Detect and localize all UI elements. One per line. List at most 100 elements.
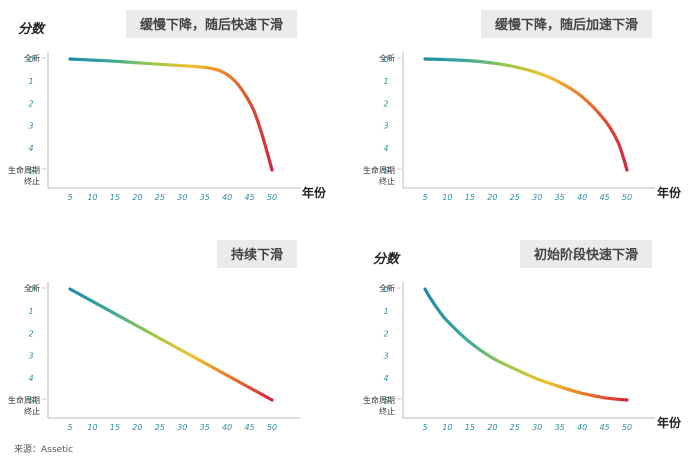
x-tick-label: 15 [110,193,120,202]
y-tick-label: 0 [383,55,388,64]
x-tick-label: 35 [200,193,210,202]
chart-title: 初始阶段快速下滑 [534,247,638,263]
y-tick-label: 3 [383,122,388,131]
y-axis-label: 分数 [373,251,401,267]
x-tick-label: 20 [487,193,497,202]
y-top-label: 全新 [24,283,40,293]
chart-title: 持续下滑 [231,247,283,263]
y-tick-label: 2 [383,99,388,108]
x-tick-label: 30 [532,193,542,202]
x-tick-label: 35 [555,423,565,432]
x-tick-label: 20 [487,423,497,432]
y-bottom-label-line2: 终止 [379,406,395,416]
x-tick-label: 5 [67,193,72,202]
y-tick-label: 1 [383,307,388,316]
x-tick-label: 20 [132,423,142,432]
y-tick-label: 4 [383,374,388,383]
x-tick-label: 50 [267,423,277,432]
x-tick-label: 45 [244,193,254,202]
y-tick-label: 1 [28,307,33,316]
x-tick-label: 50 [622,193,632,202]
x-tick-label: 5 [67,423,72,432]
x-tick-label: 10 [442,193,452,202]
chart-title: 缓慢下降，随后快速下滑 [140,17,283,33]
x-tick-label: 15 [110,423,120,432]
chart-title-box [126,10,297,38]
x-tick-label: 35 [555,193,565,202]
y-bottom-label: 生命周期 [363,165,395,175]
y-tick-label: 1 [28,77,33,86]
x-tick-label: 25 [510,193,520,202]
y-tick-label: 2 [383,329,388,338]
x-tick-label: 10 [442,423,452,432]
x-tick-label: 10 [87,193,97,202]
y-tick-label: 3 [28,122,33,131]
x-tick-label: 50 [267,193,277,202]
y-tick-label: 1 [383,77,388,86]
x-tick-label: 10 [87,423,97,432]
x-tick-label: 20 [132,193,142,202]
chart-title-box [481,10,652,38]
chart-title-box [217,240,297,268]
chart-title: 缓慢下降，随后加速下滑 [495,17,638,33]
series-line [423,287,629,402]
y-tick-label: 2 [28,99,33,108]
x-tick-label: 35 [200,423,210,432]
y-bottom-label-line2: 终止 [24,176,40,186]
x-tick-label: 30 [532,423,542,432]
chart-title-box [520,240,652,268]
y-tick-label: 4 [28,374,33,383]
x-tick-label: 40 [577,193,587,202]
x-axis-label: 年份 [657,185,682,200]
series-line [423,57,629,172]
y-tick-label: 0 [28,285,33,294]
y-tick-label: 4 [28,144,33,153]
x-tick-label: 45 [244,423,254,432]
y-tick-label: 5 [383,396,388,405]
y-top-label: 全新 [379,53,395,63]
x-axis-label: 年份 [657,415,682,430]
y-axis-label: 分数 [18,21,46,37]
x-tick-label: 50 [622,423,632,432]
x-tick-label: 5 [422,193,427,202]
x-tick-label: 15 [465,423,475,432]
y-bottom-label: 生命周期 [8,165,40,175]
y-tick-label: 0 [28,55,33,64]
x-tick-label: 15 [465,193,475,202]
series-line [68,57,274,172]
y-tick-label: 4 [383,144,388,153]
y-top-label: 全新 [24,53,40,63]
y-tick-label: 2 [28,329,33,338]
x-tick-label: 30 [177,193,187,202]
series-line [68,287,274,402]
x-tick-label: 25 [510,423,520,432]
y-bottom-label-line2: 终止 [24,406,40,416]
y-tick-label: 3 [383,352,388,361]
x-axis-label: 年份 [302,185,327,200]
x-tick-label: 40 [222,423,232,432]
y-bottom-label: 生命周期 [8,395,40,405]
x-tick-label: 30 [177,423,187,432]
y-bottom-label: 生命周期 [363,395,395,405]
source-note: 来源：Assetic [14,445,74,455]
y-tick-label: 3 [28,352,33,361]
x-tick-label: 25 [155,423,165,432]
y-bottom-label-line2: 终止 [379,176,395,186]
y-tick-label: 5 [28,166,33,175]
x-tick-label: 25 [155,193,165,202]
x-tick-label: 40 [222,193,232,202]
x-tick-label: 5 [422,423,427,432]
x-tick-label: 40 [577,423,587,432]
x-tick-label: 45 [599,423,609,432]
y-tick-label: 5 [383,166,388,175]
y-tick-label: 5 [28,396,33,405]
y-tick-label: 0 [383,285,388,294]
x-tick-label: 45 [599,193,609,202]
y-top-label: 全新 [379,283,395,293]
